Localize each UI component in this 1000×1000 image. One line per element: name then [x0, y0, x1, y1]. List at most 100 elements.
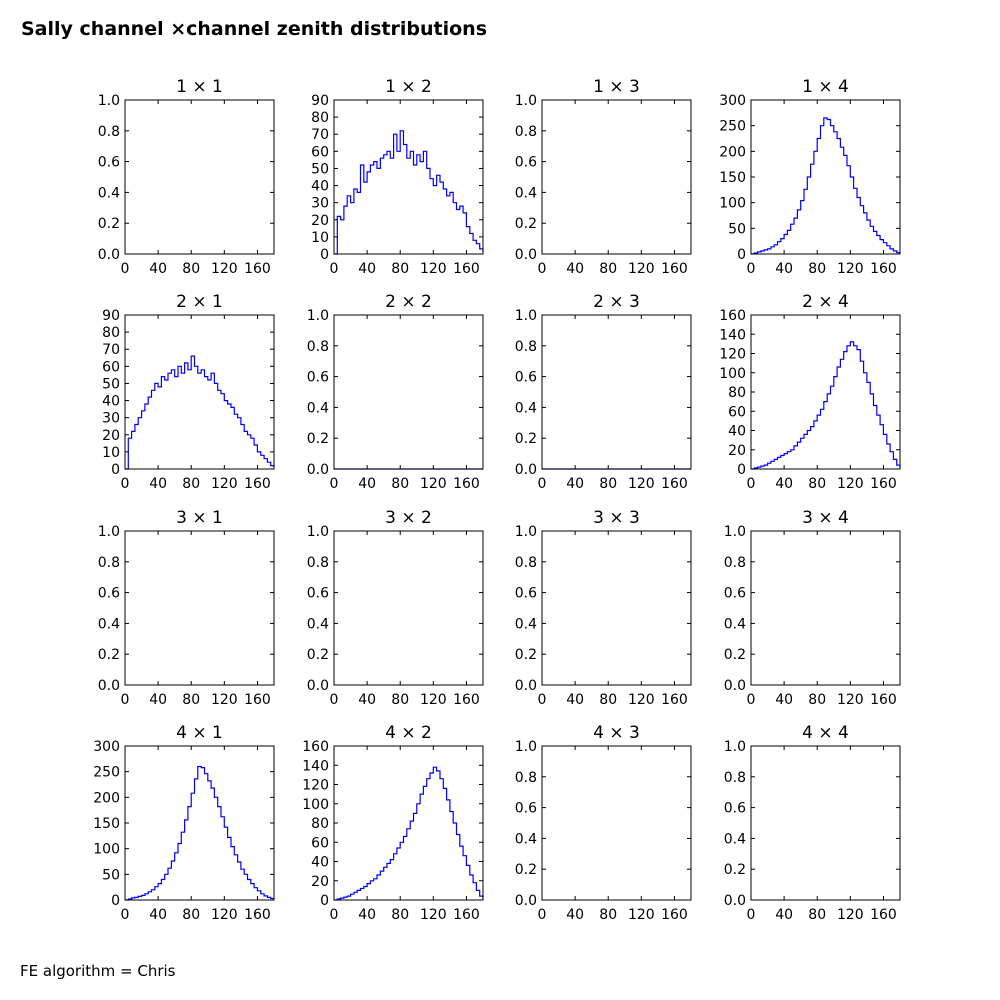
x-tick-label: 160 — [244, 261, 271, 277]
y-tick-label: 1.0 — [98, 524, 120, 540]
subplot-1-3: 1 × 3 0 40 80 120 160 0.0 0.2 0.4 0.6 0.8 1.0 — [515, 77, 692, 277]
y-tick-label: 0.8 — [307, 339, 329, 355]
subplot-1-1: 1 × 1 0 40 80 120 160 0.0 0.2 0.4 0.6 0.8 1.0 — [98, 77, 275, 277]
x-tick-label: 40 — [149, 476, 167, 492]
x-tick-label: 120 — [628, 476, 655, 492]
y-tick-label: 0.4 — [724, 831, 746, 847]
y-tick-label: 60 — [311, 144, 329, 160]
y-tick-label: 300 — [719, 93, 746, 109]
subplot-2-4: 2 × 4 0 40 80 120 160 0 20 40 60 80 100 120 140 160 — [719, 292, 901, 492]
axes-frame — [333, 99, 484, 255]
x-tick-label: 80 — [182, 261, 200, 277]
subplot-2-2: 2 × 2 0 40 80 120 160 0.0 0.2 0.4 0.6 0.8 1.0 — [307, 292, 484, 492]
y-tick-label: 0.0 — [724, 893, 746, 909]
x-tick-label: 40 — [149, 692, 167, 708]
y-tick-label: 0.0 — [515, 247, 537, 263]
x-tick-label: 80 — [599, 476, 617, 492]
series-line — [334, 130, 484, 255]
subplot-title: 1 × 1 — [176, 77, 223, 97]
x-tick-label: 120 — [628, 692, 655, 708]
y-tick-label: 1.0 — [307, 524, 329, 540]
figure-footer: FE algorithm = Chris — [20, 962, 176, 980]
subplot-title: 4 × 1 — [176, 723, 223, 743]
y-tick-label: 0.0 — [307, 678, 329, 694]
axes-frame — [541, 530, 692, 686]
x-tick-label: 160 — [870, 476, 897, 492]
x-tick-label: 40 — [566, 261, 584, 277]
subplot-4-1: 4 × 1 0 40 80 120 160 0 50 100 150 200 250 300 — [93, 723, 275, 923]
y-tick-label: 20 — [102, 428, 120, 444]
axes-frame — [541, 745, 692, 901]
x-tick-label: 80 — [599, 261, 617, 277]
y-tick-label: 20 — [311, 213, 329, 229]
y-tick-label: 0.4 — [515, 616, 537, 632]
x-tick-label: 0 — [121, 907, 130, 923]
x-tick-label: 80 — [182, 476, 200, 492]
x-tick-label: 40 — [149, 261, 167, 277]
series-line — [751, 117, 901, 255]
y-tick-label: 60 — [311, 835, 329, 851]
x-tick-label: 160 — [661, 907, 688, 923]
y-tick-label: 0.2 — [724, 862, 746, 878]
subplot-title: 1 × 2 — [385, 77, 432, 97]
y-tick-label: 0 — [111, 893, 120, 909]
x-tick-label: 120 — [211, 476, 238, 492]
y-tick-label: 1.0 — [515, 524, 537, 540]
subplot-title: 2 × 3 — [593, 292, 640, 312]
y-tick-label: 0.0 — [515, 462, 537, 478]
x-tick-label: 160 — [661, 261, 688, 277]
y-tick-label: 30 — [102, 411, 120, 427]
x-tick-label: 160 — [870, 692, 897, 708]
axes-frame — [124, 745, 275, 901]
x-tick-label: 160 — [661, 476, 688, 492]
subplot-title: 3 × 3 — [593, 508, 640, 528]
y-tick-label: 0.4 — [307, 400, 329, 416]
x-tick-label: 40 — [358, 692, 376, 708]
x-tick-label: 120 — [211, 261, 238, 277]
y-tick-label: 1.0 — [307, 308, 329, 324]
x-tick-label: 0 — [330, 261, 339, 277]
y-tick-label: 160 — [719, 308, 746, 324]
subplot-title: 2 × 2 — [385, 292, 432, 312]
x-tick-label: 120 — [837, 692, 864, 708]
y-tick-label: 0.6 — [515, 586, 537, 602]
x-tick-label: 80 — [391, 476, 409, 492]
subplot-4-2: 4 × 2 0 40 80 120 160 0 20 40 60 80 100 120 140 160 — [302, 723, 484, 923]
x-tick-label: 80 — [599, 907, 617, 923]
y-tick-label: 1.0 — [724, 739, 746, 755]
x-tick-label: 0 — [121, 476, 130, 492]
x-tick-label: 0 — [538, 692, 547, 708]
x-tick-label: 0 — [330, 692, 339, 708]
subplot-title: 4 × 2 — [385, 723, 432, 743]
x-tick-label: 120 — [837, 476, 864, 492]
y-tick-label: 0.2 — [307, 431, 329, 447]
series-line — [751, 341, 901, 470]
x-tick-label: 160 — [244, 907, 271, 923]
y-tick-label: 0.4 — [515, 831, 537, 847]
y-tick-label: 50 — [311, 161, 329, 177]
x-tick-label: 120 — [837, 907, 864, 923]
x-tick-label: 40 — [775, 476, 793, 492]
x-tick-label: 0 — [330, 476, 339, 492]
x-tick-label: 80 — [808, 476, 826, 492]
y-tick-label: 140 — [719, 327, 746, 343]
y-tick-label: 1.0 — [515, 308, 537, 324]
y-tick-label: 0.6 — [724, 801, 746, 817]
x-tick-label: 40 — [566, 692, 584, 708]
x-tick-label: 160 — [870, 261, 897, 277]
subplot-title: 1 × 3 — [593, 77, 640, 97]
y-tick-label: 0.8 — [724, 770, 746, 786]
y-tick-label: 150 — [93, 816, 120, 832]
y-tick-label: 0.8 — [515, 555, 537, 571]
y-tick-label: 10 — [102, 445, 120, 461]
y-tick-label: 90 — [311, 93, 329, 109]
x-tick-label: 120 — [628, 261, 655, 277]
y-tick-label: 0.2 — [515, 862, 537, 878]
subplot-title: 3 × 4 — [802, 508, 849, 528]
y-tick-label: 0.8 — [515, 339, 537, 355]
y-tick-label: 0.8 — [515, 124, 537, 140]
x-tick-label: 120 — [211, 692, 238, 708]
subplot-title: 1 × 4 — [802, 77, 849, 97]
